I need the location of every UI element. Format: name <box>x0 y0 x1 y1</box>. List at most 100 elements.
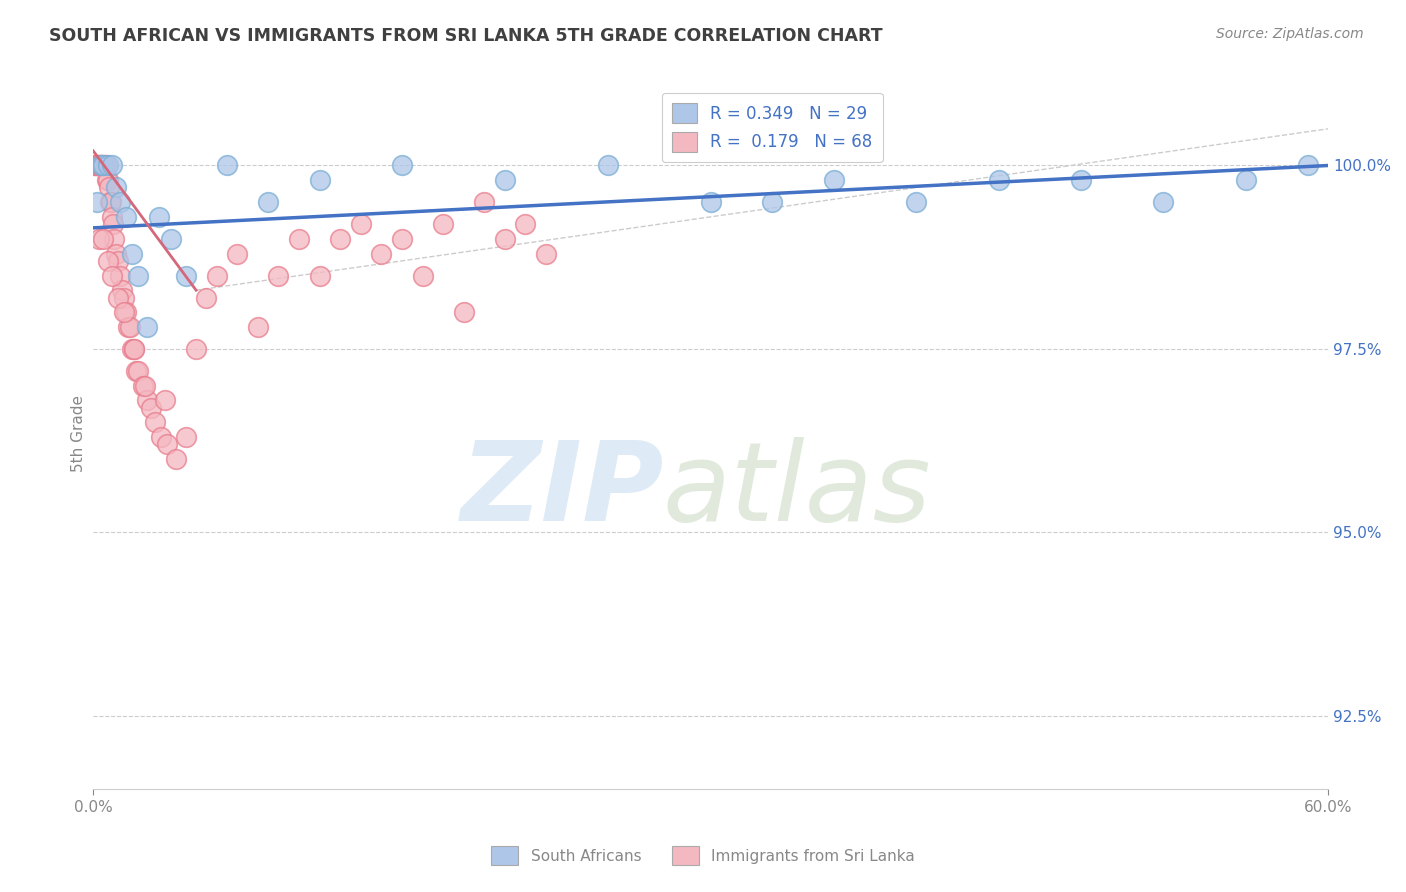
Point <box>107 291 129 305</box>
Point <box>120 319 142 334</box>
Point <box>823 173 845 187</box>
Point <box>97 180 120 194</box>
Point <box>108 268 131 283</box>
Point <box>1153 195 1175 210</box>
Point <box>127 268 149 283</box>
Y-axis label: 5th Grade: 5th Grade <box>72 395 86 472</box>
Point <box>160 232 183 246</box>
Point <box>1234 173 1257 187</box>
Point <box>125 364 148 378</box>
Point <box>84 159 107 173</box>
Point <box>124 342 146 356</box>
Point <box>84 159 107 173</box>
Point <box>111 283 134 297</box>
Text: ZIP: ZIP <box>461 437 664 544</box>
Point <box>112 291 135 305</box>
Legend: South Africans, Immigrants from Sri Lanka: South Africans, Immigrants from Sri Lank… <box>485 840 921 871</box>
Point <box>148 210 170 224</box>
Point <box>391 232 413 246</box>
Point <box>174 430 197 444</box>
Point <box>115 210 138 224</box>
Point <box>97 173 120 187</box>
Point <box>761 195 783 210</box>
Point <box>115 305 138 319</box>
Point <box>124 342 146 356</box>
Text: atlas: atlas <box>662 437 931 544</box>
Point <box>143 415 166 429</box>
Point <box>96 173 118 187</box>
Point <box>135 393 157 408</box>
Point <box>131 378 153 392</box>
Point <box>472 195 495 210</box>
Point <box>987 173 1010 187</box>
Point <box>494 232 516 246</box>
Point <box>98 195 121 210</box>
Point <box>596 159 619 173</box>
Text: SOUTH AFRICAN VS IMMIGRANTS FROM SRI LANKA 5TH GRADE CORRELATION CHART: SOUTH AFRICAN VS IMMIGRANTS FROM SRI LAN… <box>49 27 883 45</box>
Point <box>93 159 115 173</box>
Point <box>100 210 122 224</box>
Point <box>134 378 156 392</box>
Point <box>156 437 179 451</box>
Point <box>494 173 516 187</box>
Point <box>93 159 115 173</box>
Point <box>267 268 290 283</box>
Point <box>139 401 162 415</box>
Point <box>165 452 187 467</box>
Point <box>93 232 115 246</box>
Point <box>100 159 122 173</box>
Point <box>107 253 129 268</box>
Point <box>117 319 139 334</box>
Point <box>432 217 454 231</box>
Point <box>86 159 108 173</box>
Point <box>135 319 157 334</box>
Point <box>93 159 115 173</box>
Point <box>905 195 928 210</box>
Point <box>155 393 177 408</box>
Point <box>112 305 135 319</box>
Point <box>91 159 114 173</box>
Point <box>89 159 111 173</box>
Point <box>87 159 110 173</box>
Point <box>370 246 392 260</box>
Point <box>308 268 330 283</box>
Point <box>195 291 218 305</box>
Point <box>104 180 127 194</box>
Text: Source: ZipAtlas.com: Source: ZipAtlas.com <box>1216 27 1364 41</box>
Point <box>100 268 122 283</box>
Point <box>391 159 413 173</box>
Point <box>83 159 105 173</box>
Point <box>1070 173 1092 187</box>
Point <box>89 232 111 246</box>
Point <box>515 217 537 231</box>
Point <box>350 217 373 231</box>
Point <box>127 364 149 378</box>
Point <box>453 305 475 319</box>
Point <box>205 268 228 283</box>
Point <box>174 268 197 283</box>
Point <box>86 195 108 210</box>
Point <box>100 195 122 210</box>
Point <box>101 217 124 231</box>
Legend: R = 0.349   N = 29, R =  0.179   N = 68: R = 0.349 N = 29, R = 0.179 N = 68 <box>662 93 883 161</box>
Point <box>97 159 120 173</box>
Point <box>121 246 143 260</box>
Point <box>1296 159 1319 173</box>
Point <box>226 246 249 260</box>
Point <box>150 430 173 444</box>
Point <box>89 159 111 173</box>
Point <box>308 173 330 187</box>
Point <box>108 195 131 210</box>
Point <box>329 232 352 246</box>
Point <box>94 159 117 173</box>
Point <box>699 195 721 210</box>
Point <box>184 342 207 356</box>
Point <box>90 159 112 173</box>
Point <box>215 159 238 173</box>
Point <box>257 195 280 210</box>
Point <box>90 159 112 173</box>
Point <box>246 319 269 334</box>
Point <box>103 232 125 246</box>
Point <box>412 268 434 283</box>
Point <box>288 232 311 246</box>
